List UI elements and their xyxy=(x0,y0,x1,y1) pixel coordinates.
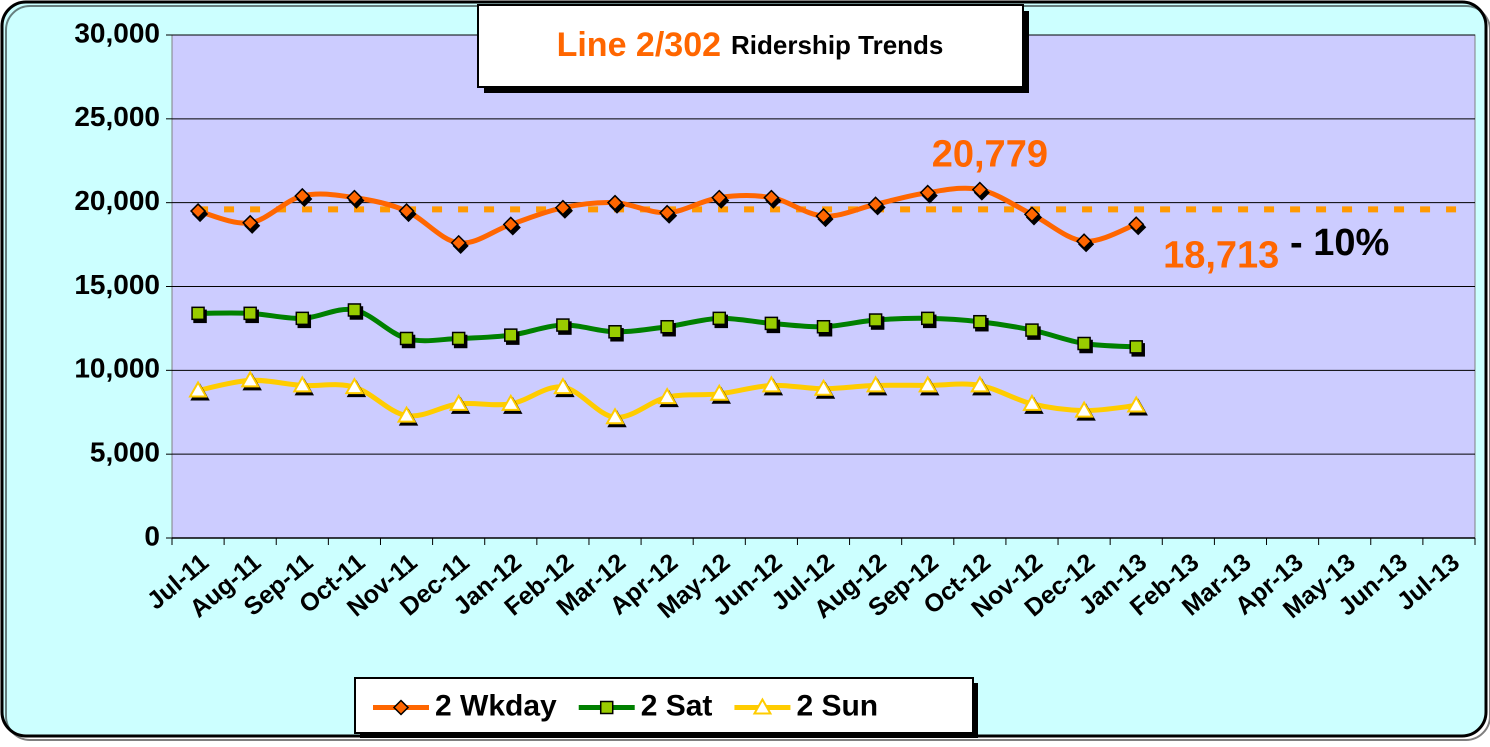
y-tick-label: 0 xyxy=(144,520,160,551)
marker xyxy=(399,331,414,346)
marker xyxy=(292,375,313,393)
marker xyxy=(657,387,677,405)
marker xyxy=(867,196,884,213)
marker xyxy=(971,181,988,198)
legend-box xyxy=(354,677,974,734)
y-tick-label: 5,000 xyxy=(90,437,160,468)
legend-label: 2 Sat xyxy=(641,689,713,722)
marker xyxy=(240,370,260,388)
marker xyxy=(502,216,519,233)
y-tick-label: 20,000 xyxy=(74,185,160,216)
marker xyxy=(346,189,363,206)
marker xyxy=(188,380,208,398)
marker xyxy=(608,325,622,339)
marker xyxy=(918,375,938,393)
marker xyxy=(1076,233,1093,250)
marker xyxy=(764,316,779,331)
marker xyxy=(1022,393,1042,411)
chart-title-group: Line 2/302 Ridership Trends xyxy=(557,26,944,64)
marker xyxy=(553,377,573,395)
marker xyxy=(1129,340,1143,354)
marker xyxy=(295,311,310,326)
marker xyxy=(448,393,469,411)
marker xyxy=(659,204,676,221)
y-tick-label: 10,000 xyxy=(74,353,160,384)
marker xyxy=(970,375,990,393)
marker xyxy=(554,199,571,216)
chart-subtitle: Ridership Trends xyxy=(731,30,943,60)
marker xyxy=(191,306,205,321)
marker xyxy=(709,383,729,401)
annotation: - 10% xyxy=(1290,222,1389,264)
marker xyxy=(761,375,782,393)
marker xyxy=(763,189,780,206)
legend-label: 2 Wkday xyxy=(435,689,557,722)
marker xyxy=(398,202,415,220)
marker xyxy=(813,378,834,396)
y-tick-label: 15,000 xyxy=(74,269,160,300)
marker xyxy=(556,318,570,332)
marker xyxy=(1128,216,1145,233)
marker xyxy=(1126,395,1146,413)
marker xyxy=(868,313,883,327)
data-label: 18,713 xyxy=(1163,234,1279,276)
marker xyxy=(815,208,832,225)
marker xyxy=(344,377,365,395)
marker xyxy=(347,303,362,317)
y-tick-label: 25,000 xyxy=(74,101,160,132)
marker xyxy=(605,407,625,425)
marker xyxy=(242,214,259,231)
marker xyxy=(920,311,935,326)
legend-marker xyxy=(599,700,614,715)
marker xyxy=(504,328,518,342)
marker xyxy=(243,306,257,321)
marker xyxy=(919,184,936,201)
y-tick-label: 30,000 xyxy=(74,17,160,48)
marker xyxy=(1074,400,1094,418)
marker xyxy=(606,194,624,211)
marker xyxy=(660,319,674,334)
title-box xyxy=(477,4,1024,88)
marker xyxy=(1023,206,1041,223)
marker xyxy=(712,311,727,326)
marker xyxy=(189,202,207,220)
marker xyxy=(396,405,417,423)
marker xyxy=(1025,323,1039,337)
marker xyxy=(865,375,886,393)
marker xyxy=(816,319,831,334)
data-label: 20,779 xyxy=(932,134,1048,176)
legend-marker xyxy=(752,697,773,715)
marker xyxy=(973,314,987,329)
marker xyxy=(501,393,521,411)
marker xyxy=(450,234,467,251)
legend-label: 2 Sun xyxy=(796,689,878,722)
chart-title: Line 2/302 xyxy=(557,26,721,64)
marker xyxy=(711,189,728,206)
legend-marker xyxy=(392,699,410,716)
marker xyxy=(451,331,466,346)
marker xyxy=(294,187,311,205)
marker xyxy=(1077,336,1091,351)
